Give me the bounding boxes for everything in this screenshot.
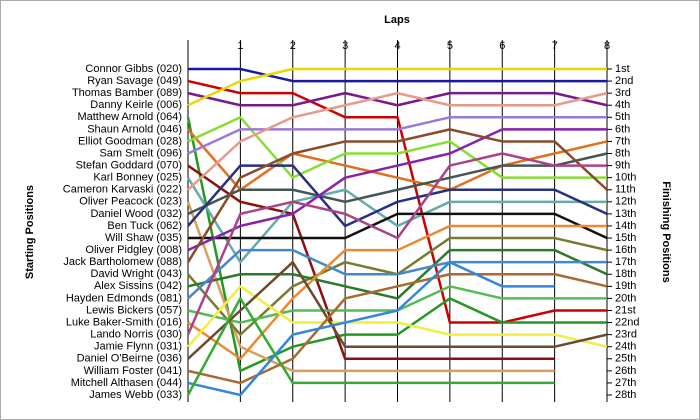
start-label: Jack Bartholomew (088) [63, 256, 182, 268]
y2-tick-label: 18th [615, 268, 636, 280]
series-line [187, 248, 608, 300]
y2-tick-label: 14th [615, 220, 636, 232]
x-tick-label: 4 [394, 40, 400, 52]
series-line [187, 128, 608, 191]
start-label: Cameron Karvaski (022) [63, 184, 182, 196]
start-label: Oliver Pidgley (008) [85, 244, 182, 256]
y2-tick-label: 19th [615, 280, 636, 292]
x-tick-label: 7 [552, 40, 558, 52]
y2-tick-label: 9th [615, 159, 630, 171]
y2-tick-label: 27th [615, 377, 636, 389]
start-label: Lando Norris (030) [90, 329, 182, 341]
y2-tick-label: 22nd [615, 316, 639, 328]
y2-tick-label: 25th [615, 353, 636, 365]
x-tick-label: 1 [237, 40, 243, 52]
start-label: Daniel O'Beirne (036) [77, 353, 182, 365]
start-label: Daniel Wood (032) [90, 208, 182, 220]
y2-tick-label: 2nd [615, 75, 633, 87]
series-line [186, 128, 608, 263]
start-label: Elliot Goodman (028) [78, 135, 182, 147]
series-line [187, 285, 608, 348]
y2-tick-label: 28th [615, 389, 636, 401]
start-label: James Webb (033) [89, 389, 182, 401]
start-label: Thomas Bamber (089) [72, 87, 182, 99]
x-tick-label: 2 [290, 40, 296, 52]
series-line [187, 79, 607, 324]
y2-tick-label: 12th [615, 196, 636, 208]
start-label: Connor Gibbs (020) [85, 63, 182, 75]
start-label: Luke Baker-Smith (016) [66, 316, 182, 328]
series-line [187, 128, 607, 252]
y2-tick-label: 7th [615, 135, 630, 147]
series-line [187, 67, 607, 107]
start-label: Mitchell Althasen (044) [71, 377, 182, 389]
start-label: Ben Tuck (062) [107, 220, 182, 232]
y2-axis-label: Finishing Positions [660, 181, 672, 282]
y2-tick-label: 1st [615, 63, 630, 75]
series-line [186, 117, 607, 373]
series-line [188, 67, 607, 83]
series-line [187, 260, 608, 360]
start-label: Jamie Flynn (031) [94, 341, 182, 353]
series-line [188, 212, 608, 240]
start-label: William Foster (041) [84, 365, 182, 377]
y2-tick-label: 8th [615, 147, 630, 159]
series-line [187, 116, 607, 179]
y2-tick-label: 20th [615, 292, 636, 304]
start-label: Danny Keirle (006) [90, 99, 182, 111]
y2-tick-label: 21st [615, 304, 636, 316]
start-label: Will Shaw (035) [105, 232, 182, 244]
y2-tick-label: 4th [615, 99, 630, 111]
y-axis-label: Starting Positions [24, 185, 36, 279]
x-tick-label: 3 [342, 40, 348, 52]
y2-tick-label: 15th [615, 232, 636, 244]
y2-tick-label: 11th [615, 184, 636, 196]
y2-tick-label: 3rd [615, 87, 631, 99]
start-label: David Wright (043) [91, 268, 183, 280]
start-label: Sam Smelt (096) [99, 147, 182, 159]
start-label: Ryan Savage (049) [87, 75, 182, 87]
chart-title: Laps [384, 14, 410, 26]
start-label: Karl Bonney (025) [93, 172, 182, 184]
y2-tick-label: 23rd [615, 329, 637, 341]
series-line [187, 116, 607, 155]
y2-tick-label: 17th [615, 256, 636, 268]
x-tick-label: 5 [447, 40, 453, 52]
series-line [187, 164, 555, 361]
series-line [187, 260, 555, 397]
series-line [186, 177, 607, 264]
start-label: Hayden Edmonds (081) [66, 292, 182, 304]
y2-tick-label: 6th [615, 123, 630, 135]
start-label: Oliver Peacock (023) [79, 196, 182, 208]
series-line [187, 248, 607, 300]
series-line [186, 297, 555, 396]
series-line [187, 152, 608, 216]
y2-tick-label: 5th [615, 111, 630, 123]
series-line [187, 164, 608, 228]
y2-tick-label: 24th [615, 341, 636, 353]
start-label: Shaun Arnold (046) [87, 123, 182, 135]
series-line [187, 91, 608, 107]
series-line [187, 91, 608, 191]
series-line [187, 224, 607, 361]
x-tick-label: 8 [604, 40, 610, 52]
x-tick-label: 6 [499, 40, 505, 52]
start-label: Stefan Goddard (070) [76, 159, 182, 171]
start-label: Matthew Arnold (064) [77, 111, 182, 123]
y2-tick-label: 16th [615, 244, 636, 256]
start-label: Lewis Bickers (057) [86, 304, 182, 316]
start-label: Alex Sissins (042) [94, 280, 182, 292]
series-line [186, 152, 607, 336]
y2-tick-label: 13th [615, 208, 636, 220]
series-line [186, 201, 555, 373]
y2-tick-label: 26th [615, 365, 636, 377]
y2-tick-label: 10th [615, 172, 636, 184]
